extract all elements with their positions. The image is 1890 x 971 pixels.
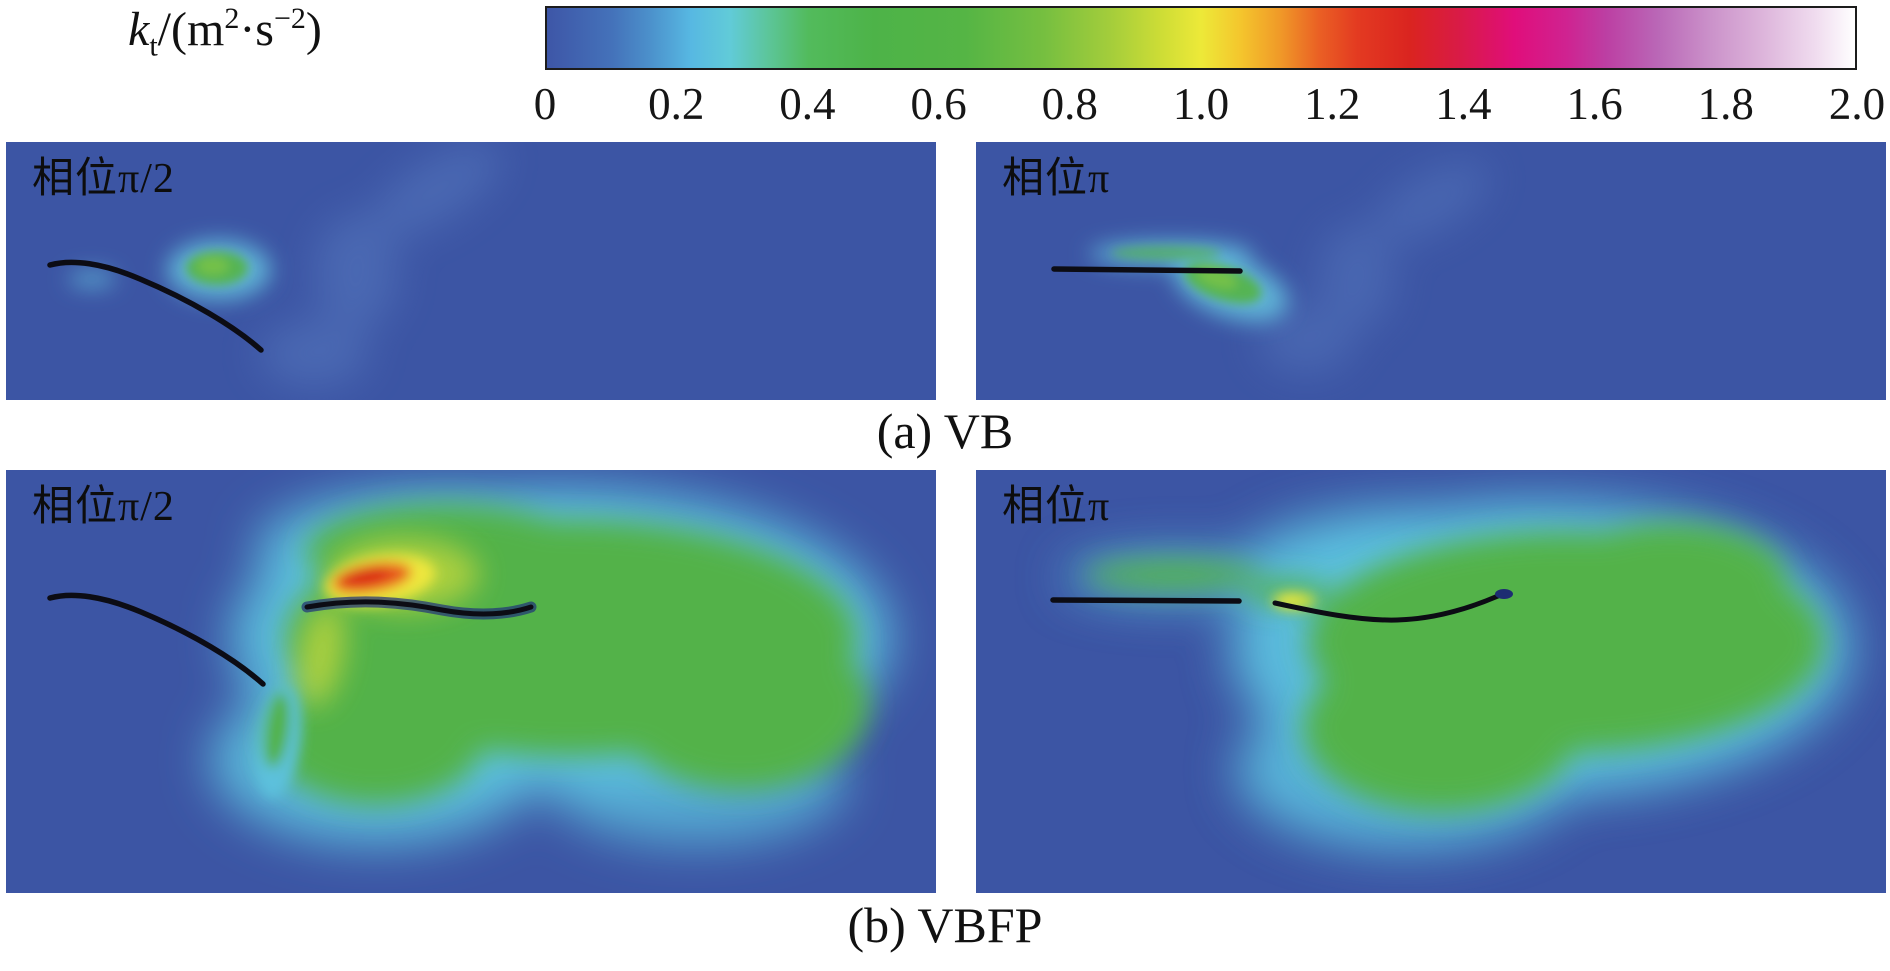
units-sup-1: 2 xyxy=(224,2,240,35)
faint-plume xyxy=(1258,161,1490,374)
panel-vbfp-phase-pi: 相位π xyxy=(976,470,1886,893)
contour-vb-pi-half xyxy=(6,142,936,400)
colorbar-tick-7: 1.4 xyxy=(1435,79,1492,129)
panel-vbfp-phase-pi-half: 相位π/2 xyxy=(6,470,936,893)
foil-line xyxy=(1050,597,1242,604)
colorbar-tick-5: 1.0 xyxy=(1172,79,1230,129)
phase-label-vbfp-pi: 相位π xyxy=(1002,484,1111,530)
kt-subscript: t xyxy=(149,29,158,63)
colorbar-tick-0: 0 xyxy=(533,79,557,129)
colorbar-tick-1: 0.2 xyxy=(648,79,705,129)
panel-vb-phase-pi: 相位π xyxy=(976,142,1886,400)
foil-line xyxy=(47,592,266,687)
units-close: ) xyxy=(305,3,322,56)
caption-vbfp: (b) VBFP xyxy=(847,897,1043,953)
foil-line xyxy=(47,259,264,353)
colorbar-tick-8: 1.6 xyxy=(1566,79,1623,129)
units-mid: ·s xyxy=(239,3,274,56)
caption-vb: (a) VB xyxy=(876,403,1014,459)
plate-tip-shadow xyxy=(1495,589,1513,599)
colorbar-tick-6: 1.2 xyxy=(1304,79,1361,129)
phase-label-vb-pi: 相位π xyxy=(1002,156,1111,202)
green-core xyxy=(186,251,248,285)
colorbar-tick-2: 0.4 xyxy=(779,79,836,129)
hot-spot xyxy=(324,554,436,606)
plate-line xyxy=(304,599,534,617)
faint-plume xyxy=(259,142,502,388)
foil-line xyxy=(1051,266,1243,274)
kt-symbol: k xyxy=(128,3,150,56)
green-field xyxy=(1086,523,1824,812)
colorbar-label: kt/(m2·s−2) xyxy=(128,2,322,64)
panel-row-vbfp: 相位π/2 xyxy=(6,470,1886,893)
units-open: /(m xyxy=(157,3,225,56)
colorbar-gradient xyxy=(545,6,1857,70)
foil-wake xyxy=(255,686,303,798)
contour-vbfp-pi xyxy=(976,470,1886,893)
contour-vb-pi xyxy=(976,142,1886,400)
units-sup-2: −2 xyxy=(273,2,306,35)
phase-label-vbfp-pi-half: 相位π/2 xyxy=(32,484,175,530)
panel-vb-phase-pi-half: 相位π/2 xyxy=(6,142,936,400)
panel-row-vb: 相位π/2 xyxy=(6,142,1886,400)
colorbar-ticks: 0 0.2 0.4 0.6 0.8 1.0 1.2 1.4 1.6 1.8 2.… xyxy=(534,79,1885,136)
phase-label-vb-pi-half: 相位π/2 xyxy=(32,156,175,202)
colorbar-tick-9: 1.8 xyxy=(1697,79,1754,129)
contour-vbfp-pi-half xyxy=(6,470,936,893)
colorbar-tick-10: 2.0 xyxy=(1828,79,1886,129)
colorbar-tick-4: 0.8 xyxy=(1041,79,1098,129)
colorbar-tick-3: 0.6 xyxy=(910,79,967,129)
plate-line xyxy=(1272,593,1501,623)
